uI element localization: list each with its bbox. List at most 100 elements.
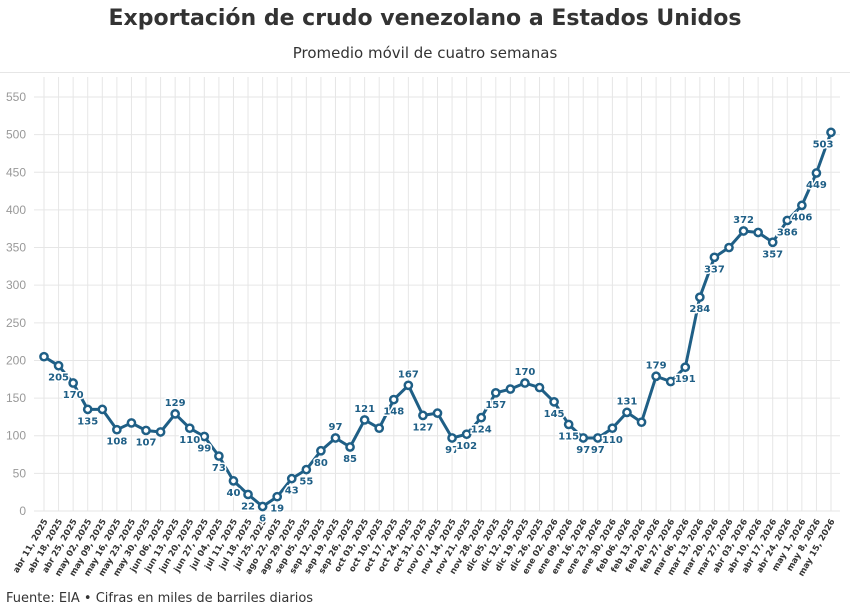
- data-label: 406: [791, 212, 812, 223]
- data-point: [359, 415, 370, 425]
- data-point: [753, 227, 763, 238]
- chart-title: Exportación de crudo venezolano a Estado…: [108, 6, 742, 31]
- data-label: 191: [675, 374, 696, 385]
- data-point: [476, 412, 487, 423]
- data-label: 80: [314, 458, 328, 469]
- y-tick-label: 0: [19, 504, 26, 518]
- header-divider: [0, 72, 850, 73]
- data-point: [767, 237, 778, 248]
- data-point: [418, 410, 428, 421]
- y-tick-label: 300: [6, 278, 26, 292]
- data-point: [709, 252, 720, 263]
- data-point: [490, 387, 501, 398]
- data-point: [724, 242, 734, 253]
- data-label: 6: [259, 513, 266, 524]
- data-point: [39, 351, 49, 362]
- data-point: [578, 433, 589, 443]
- chart-subtitle: Promedio móvil de cuatro semanas: [292, 44, 558, 62]
- data-point: [301, 464, 312, 475]
- data-label: 157: [485, 400, 506, 411]
- data-point: [680, 362, 691, 373]
- data-label: 107: [136, 437, 157, 448]
- y-tick-label: 450: [6, 165, 26, 179]
- data-point: [126, 418, 137, 428]
- data-label: 43: [285, 486, 299, 497]
- y-tick-label: 150: [6, 391, 26, 405]
- data-label: 129: [165, 398, 186, 409]
- grid-lines: [34, 77, 840, 512]
- data-label: 167: [398, 369, 419, 380]
- data-label: 135: [77, 416, 98, 427]
- data-point: [228, 476, 239, 486]
- data-point: [607, 423, 618, 434]
- data-point: [622, 407, 632, 418]
- data-point: [330, 433, 341, 443]
- data-point: [694, 292, 705, 303]
- data-point: [141, 425, 151, 436]
- data-label: 179: [646, 360, 667, 371]
- y-tick-label: 400: [6, 203, 26, 217]
- y-axis: 0 50 100 150 200 250 300 350 400 450 500 550: [6, 90, 26, 518]
- data-point: [520, 378, 530, 388]
- data-label: 22: [241, 501, 255, 512]
- data-point: [316, 445, 326, 456]
- data-label: 110: [179, 435, 200, 446]
- data-point: [286, 473, 297, 484]
- data-point: [199, 431, 210, 442]
- y-tick-label: 200: [6, 353, 26, 367]
- data-label: 110: [602, 435, 623, 446]
- data-point: [184, 423, 195, 434]
- data-point: [432, 408, 443, 418]
- data-label: 99: [197, 443, 211, 454]
- data-point: [797, 200, 807, 211]
- data-label: 170: [515, 367, 536, 378]
- data-point: [155, 427, 166, 437]
- data-label: 55: [299, 477, 313, 488]
- data-point: [243, 489, 253, 500]
- data-point: [738, 226, 749, 236]
- data-point: [257, 501, 268, 512]
- data-label: 108: [106, 437, 127, 448]
- data-point: [272, 491, 283, 502]
- data-point: [563, 419, 574, 430]
- data-point: [461, 429, 472, 440]
- data-label: 131: [617, 396, 638, 407]
- data-label: 97: [576, 445, 590, 456]
- y-tick-label: 500: [6, 128, 26, 142]
- data-label: 97: [329, 422, 343, 433]
- data-label: 115: [558, 431, 579, 442]
- data-point: [170, 409, 181, 419]
- data-label: 73: [212, 463, 226, 474]
- data-label: 127: [412, 422, 433, 433]
- data-point: [534, 382, 545, 393]
- data-label: 148: [383, 407, 404, 418]
- data-label: 503: [813, 139, 834, 150]
- source-note: Fuente: EIA • Cifras en miles de barrile…: [6, 591, 314, 606]
- y-tick-label: 550: [6, 90, 26, 104]
- data-point: [345, 442, 355, 452]
- data-label: 124: [471, 425, 492, 436]
- data-point: [592, 433, 603, 443]
- data-points: [39, 127, 836, 512]
- data-label: 170: [63, 390, 84, 401]
- data-label: 372: [733, 215, 754, 226]
- data-point: [53, 360, 64, 371]
- data-point: [82, 404, 93, 415]
- line-chart: 0 50 100 150 200 250 300 350 400 450 500 550 abr 11…: [6, 77, 840, 578]
- y-tick-label: 50: [13, 466, 27, 480]
- data-point: [447, 433, 457, 443]
- data-label: 85: [343, 454, 357, 465]
- data-point: [549, 397, 559, 407]
- data-point: [68, 378, 78, 388]
- data-label: 97: [445, 445, 459, 456]
- data-label: 386: [777, 227, 798, 238]
- data-label: 97: [591, 445, 605, 456]
- data-label: 40: [227, 488, 241, 499]
- data-point: [403, 380, 414, 391]
- y-tick-label: 100: [6, 429, 26, 443]
- data-point: [374, 423, 385, 434]
- data-point: [112, 424, 122, 435]
- y-tick-label: 350: [6, 241, 26, 255]
